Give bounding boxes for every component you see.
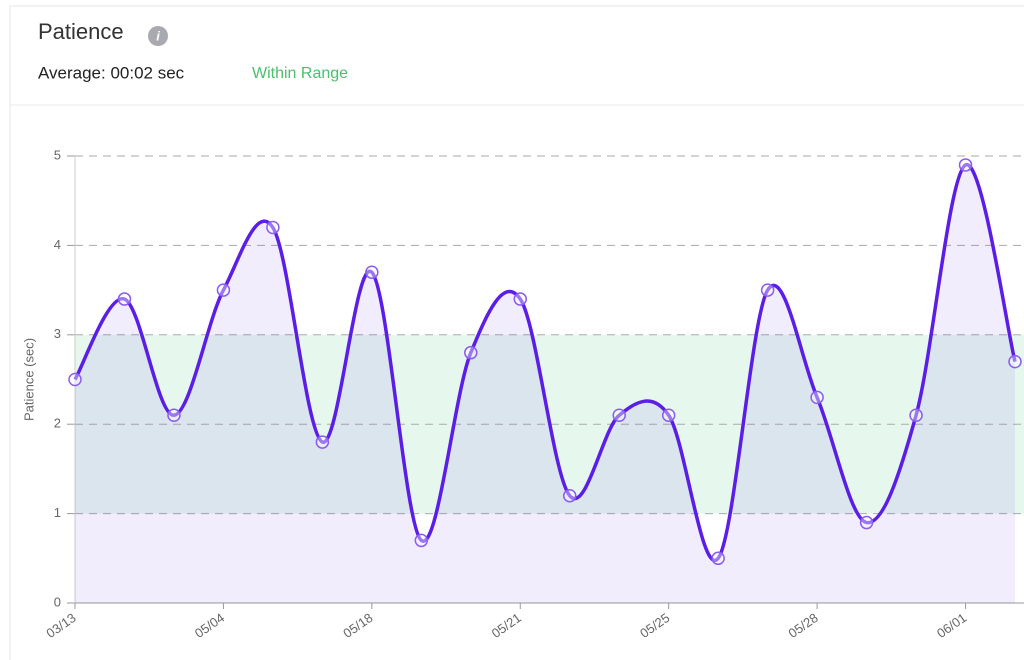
status: Within Range — [252, 65, 348, 82]
point — [464, 345, 478, 360]
point — [661, 408, 676, 423]
point — [760, 283, 775, 297]
point — [1008, 354, 1022, 369]
average: Average: 00:02 sec — [38, 63, 185, 82]
point — [958, 158, 973, 172]
y-tick-label: 0 — [54, 594, 61, 609]
point — [117, 292, 132, 306]
area — [75, 164, 1015, 604]
info-glyph: i — [156, 28, 160, 43]
point — [513, 292, 528, 306]
y-axis-title: Patience (sec) — [21, 338, 36, 421]
point — [909, 408, 923, 423]
y-tick-label: 3 — [54, 326, 61, 341]
card — [9, 5, 1024, 660]
point — [167, 408, 181, 423]
point — [414, 533, 429, 548]
point — [365, 265, 379, 279]
info-icon[interactable] — [148, 26, 168, 46]
title: Patience — [38, 19, 124, 44]
y-tick-label: 1 — [54, 505, 61, 520]
point — [266, 220, 280, 235]
y-tick-label: 4 — [54, 237, 61, 252]
point — [810, 390, 824, 405]
line — [73, 163, 1017, 563]
y-tick-label: 2 — [54, 416, 61, 431]
point — [711, 551, 725, 566]
point — [315, 435, 330, 449]
point — [612, 408, 626, 423]
point — [859, 515, 874, 530]
point — [562, 488, 577, 503]
point — [216, 283, 231, 297]
y-tick-label: 5 — [54, 147, 61, 162]
point — [68, 372, 82, 387]
